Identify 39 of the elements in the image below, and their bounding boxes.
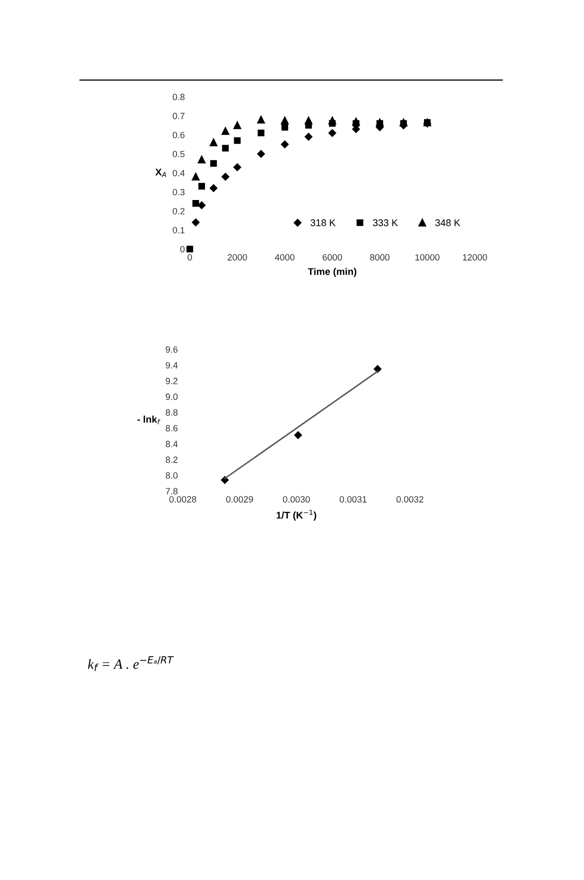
y-tick-label: 0 xyxy=(180,246,185,252)
x-tick-label: 8000 xyxy=(370,254,390,261)
y-axis-title: X$_{A}$ xyxy=(155,168,166,178)
y-tick-label: 0.5 xyxy=(172,150,185,158)
y-tick-label: 9.6 xyxy=(166,346,178,353)
legend-label: 333 K xyxy=(372,219,398,226)
x-axis-title: Time (min) xyxy=(308,268,356,277)
legend-label: 318 K xyxy=(310,219,336,226)
y-tick-label: 8.0 xyxy=(166,472,178,479)
x-tick-label: 0.0029 xyxy=(226,496,253,503)
y-axis-title: - lnk$_{f}$ xyxy=(137,416,160,424)
y-tick-label: 8.2 xyxy=(166,456,178,463)
x-tick-label: 4000 xyxy=(274,254,294,261)
y-tick-label: 8.4 xyxy=(166,440,178,448)
y-tick-label: 0.8 xyxy=(172,94,185,100)
x-tick-label: 12000 xyxy=(462,254,487,261)
x-tick-label: 2000 xyxy=(228,254,247,261)
x-axis-title: 1/T (K$^{−1}$) xyxy=(276,510,316,521)
y-tick-label: 9.4 xyxy=(166,362,178,368)
text: k$_{f}$ = A . e$^{−Eₐ/RT}$ xyxy=(88,656,174,671)
x-tick-label: 0.0032 xyxy=(396,496,424,503)
x-tick-label: 0.0031 xyxy=(340,496,367,503)
x-tick-label: 10000 xyxy=(415,254,440,261)
y-tick-label: 8.6 xyxy=(166,425,178,432)
y-tick-label: 0.6 xyxy=(172,132,185,138)
y-tick-label: 0.2 xyxy=(172,208,184,214)
x-tick-label: 0 xyxy=(188,254,192,261)
legend-label: 348 K xyxy=(435,219,460,226)
y-tick-label: 7.8 xyxy=(166,488,178,494)
y-tick-label: 0.3 xyxy=(172,188,185,196)
y-tick-label: 8.8 xyxy=(166,409,178,416)
x-tick-label: 0.0028 xyxy=(169,496,196,503)
y-tick-label: 9.0 xyxy=(166,394,178,400)
y-tick-label: 0.4 xyxy=(172,170,185,176)
y-tick-label: 9.2 xyxy=(166,378,178,384)
x-tick-label: 0.0030 xyxy=(282,496,310,503)
y-tick-label: 0.1 xyxy=(172,226,184,234)
y-tick-label: 0.7 xyxy=(172,112,184,120)
x-tick-label: 6000 xyxy=(322,254,342,261)
